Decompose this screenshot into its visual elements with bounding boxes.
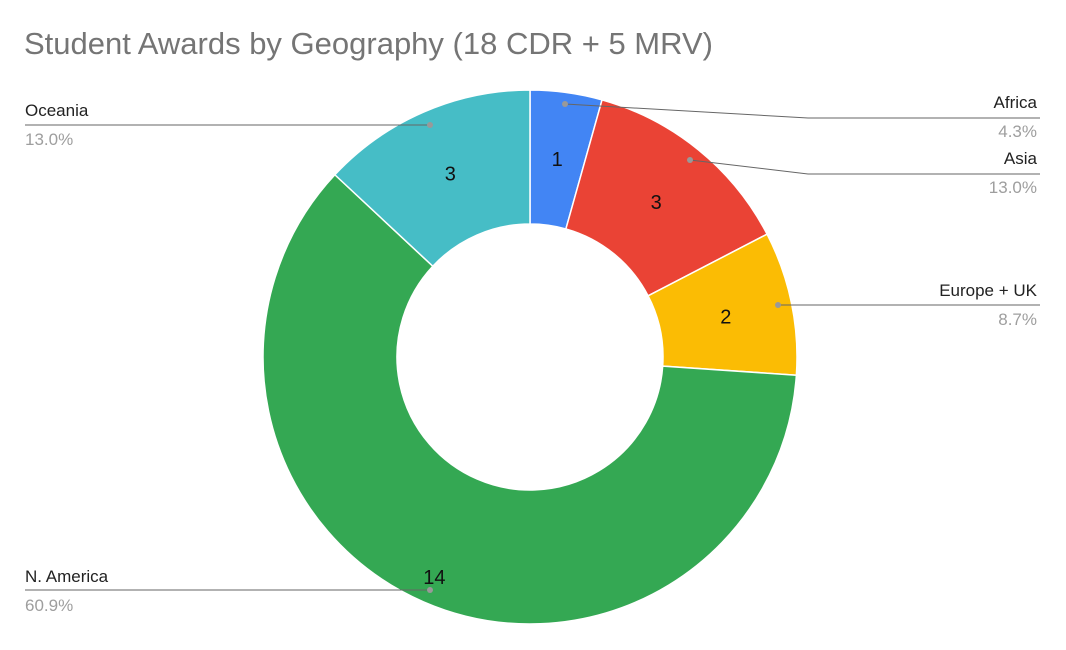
chart-title: Student Awards by Geography (18 CDR + 5 … [24,26,713,61]
slice-n-america [262,173,798,625]
slice-percent: 13.0% [25,130,73,149]
leader-dot [427,587,433,593]
slice-asia [564,98,769,297]
leader-line [564,103,1040,119]
leader-dot [687,157,693,163]
leader-dot [562,101,568,107]
slice-label: Oceania [25,101,89,120]
data-label: 14 [423,567,445,589]
slice-percent: 4.3% [998,122,1037,141]
data-label: 3 [651,192,662,214]
data-label: 1 [552,149,563,171]
data-label: 3 [445,164,456,186]
slice-label: Asia [1004,149,1038,168]
leader-dot [775,302,781,308]
leader-dot [427,122,433,128]
leader-line [689,159,1040,175]
slice-oceania [333,89,531,268]
slice-label: N. America [25,567,109,586]
slice-percent: 8.7% [998,310,1037,329]
slice-label: Africa [994,93,1038,112]
slice-percent: 13.0% [989,178,1037,197]
slice-percent: 60.9% [25,596,73,615]
data-label: 2 [720,306,731,328]
slice-label: Europe + UK [939,281,1037,300]
